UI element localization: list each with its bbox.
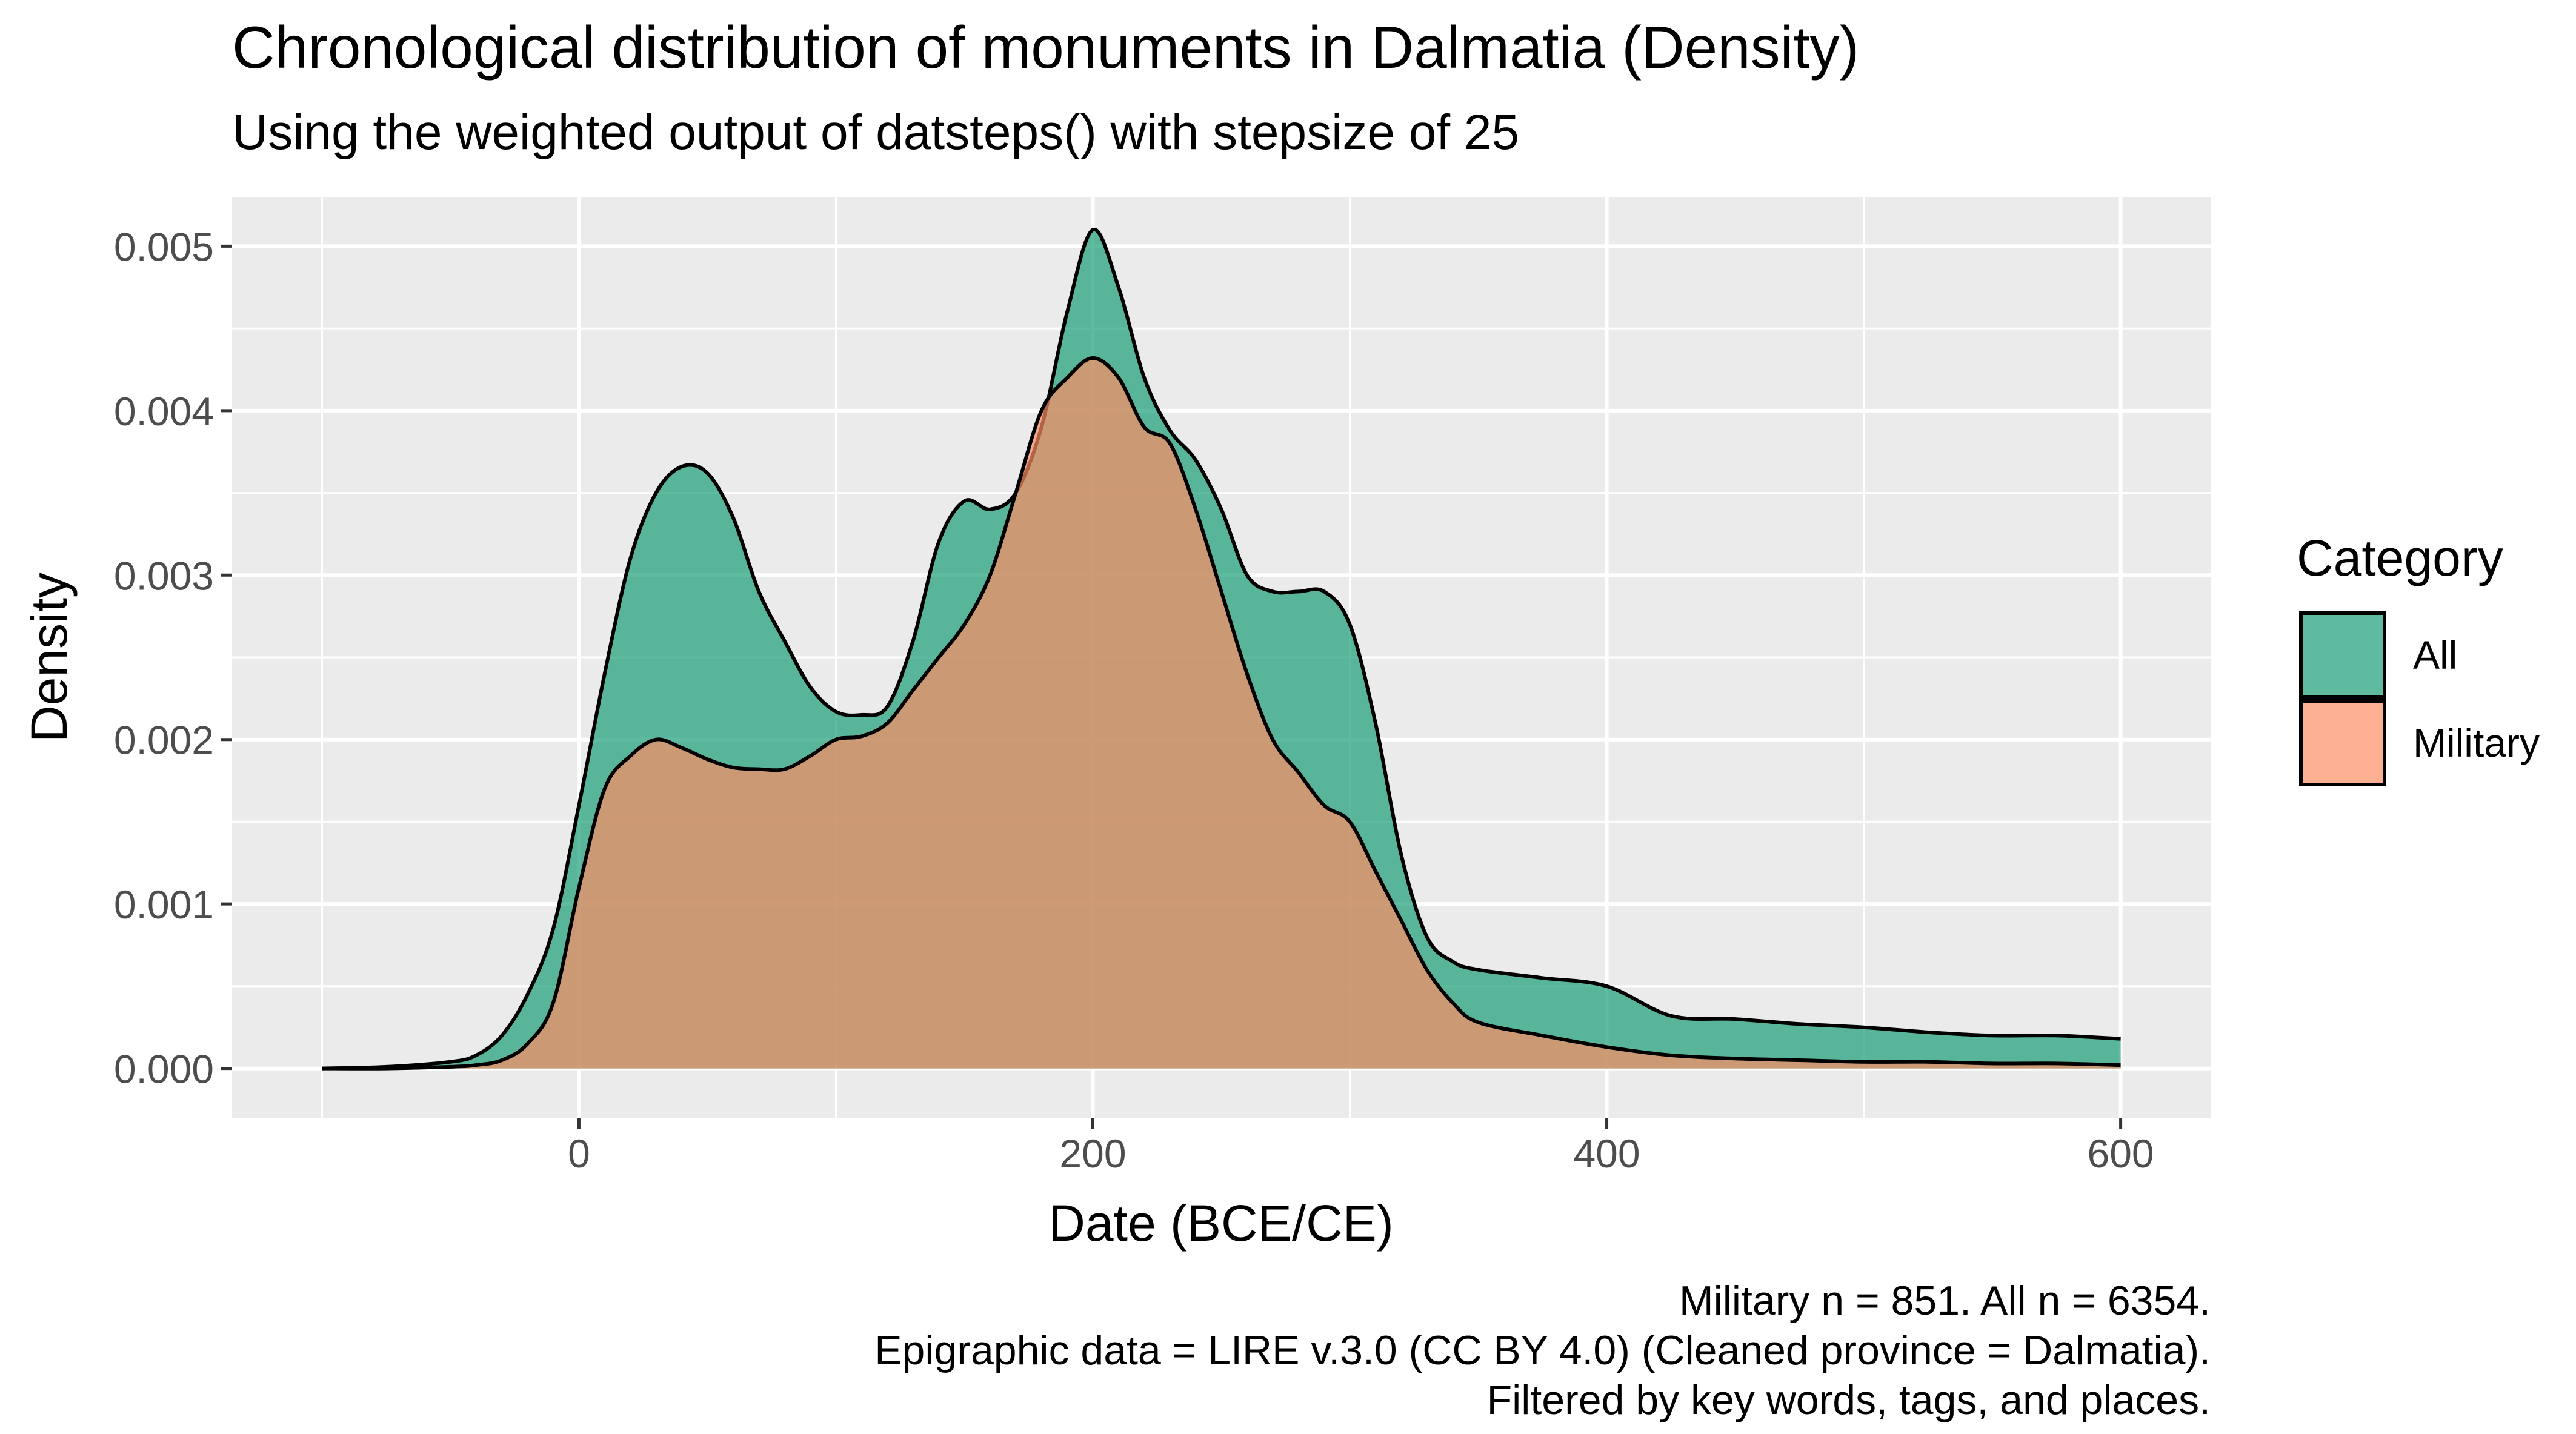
chart-caption: Military n = 851. All n = 6354. Epigraph… <box>874 1278 2211 1423</box>
x-axis: 0 200 400 600 <box>568 1118 2154 1176</box>
y-axis-label: Density <box>21 573 78 742</box>
legend-key-all <box>2299 611 2386 699</box>
x-axis-label: Date (BCE/CE) <box>1048 1195 1393 1252</box>
chart-subtitle: Using the weighted output of datsteps() … <box>232 105 1519 160</box>
density-areas <box>322 227 2121 1071</box>
legend-title: Category <box>2297 529 2503 586</box>
y-axis: 0.000 0.001 0.002 0.003 0.004 0.005 <box>114 224 232 1092</box>
legend: Category All Military <box>2297 529 2540 786</box>
legend-key-military <box>2299 699 2386 786</box>
x-tick-label: 0 <box>568 1131 590 1176</box>
y-tick-label: 0.002 <box>114 718 214 763</box>
y-tick-label: 0.001 <box>114 882 214 927</box>
legend-label: All <box>2413 632 2457 677</box>
caption-line: Epigraphic data = LIRE v.3.0 (CC BY 4.0)… <box>874 1327 2211 1373</box>
y-tick-label: 0.000 <box>114 1047 214 1092</box>
legend-label: Military <box>2413 720 2540 765</box>
density-area-military <box>322 358 2121 1069</box>
chart-title: Chronological distribution of monuments … <box>232 14 1859 81</box>
y-tick-label: 0.004 <box>114 389 214 434</box>
x-tick-label: 600 <box>2088 1131 2154 1176</box>
y-tick-label: 0.005 <box>114 224 214 269</box>
x-tick-label: 400 <box>1573 1131 1640 1176</box>
density-line-military <box>322 356 2121 1071</box>
caption-line: Filtered by key words, tags, and places. <box>1487 1377 2211 1423</box>
x-tick-label: 200 <box>1059 1131 1126 1176</box>
density-line-all <box>322 227 2121 1071</box>
y-tick-label: 0.003 <box>114 553 214 598</box>
caption-line: Military n = 851. All n = 6354. <box>1679 1278 2211 1324</box>
